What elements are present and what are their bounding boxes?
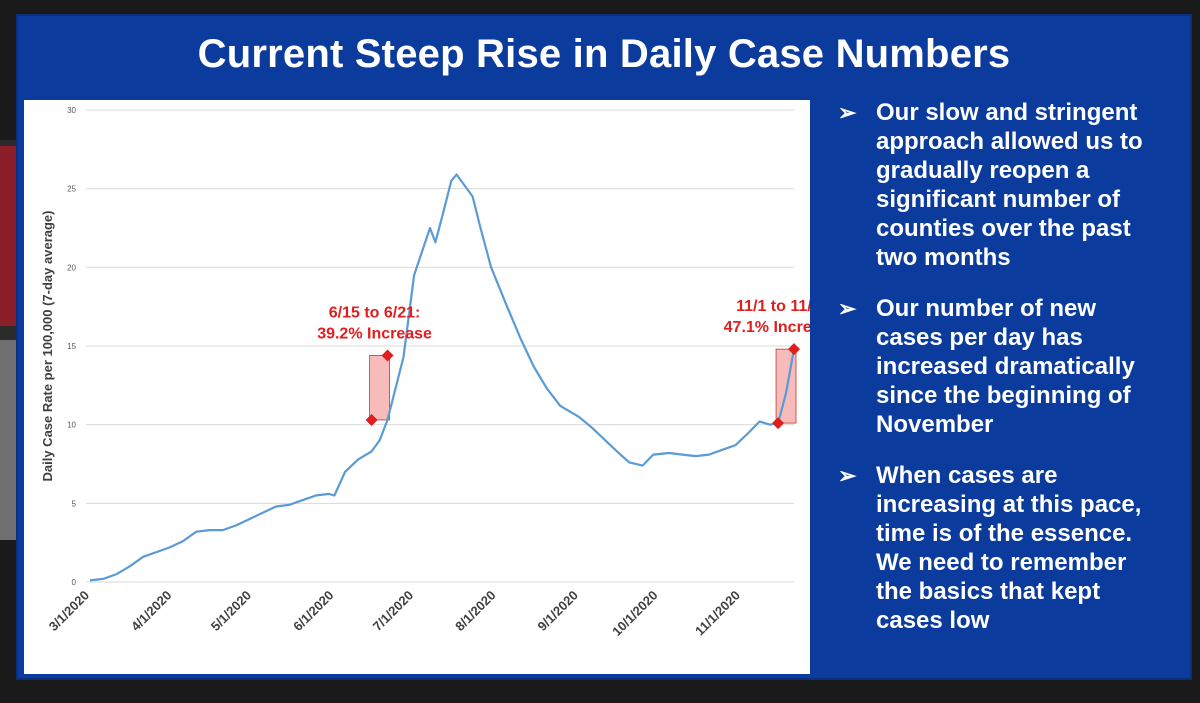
bullet-item: ➢ Our number of new cases per day has incre… bbox=[836, 294, 1186, 439]
bullet-text-line: cases low bbox=[876, 607, 990, 634]
x-tick-label: 8/1/2020 bbox=[452, 588, 498, 634]
case-rate-series-line bbox=[89, 173, 796, 582]
bullet-text-line: cases per day has bbox=[876, 324, 1083, 351]
video-thumbnail-top bbox=[0, 146, 16, 326]
bullet-text-line: two months bbox=[876, 244, 1011, 271]
y-tick-label: 5 bbox=[72, 499, 77, 508]
bullet-text-line: significant number of bbox=[876, 186, 1121, 213]
arrow-bullet-icon: ➢ bbox=[838, 296, 857, 321]
increase-highlight-box bbox=[369, 355, 390, 421]
annotation-label: 39.2% Increase bbox=[317, 325, 432, 342]
x-tick-label: 9/1/2020 bbox=[535, 588, 581, 634]
bullet-text-line: approach allowed us to bbox=[876, 128, 1143, 155]
bullet-text-line: counties over the past bbox=[876, 215, 1131, 242]
y-axis-label: Daily Case Rate per 100,000 (7-day avera… bbox=[40, 211, 55, 482]
x-tick-label: 10/1/2020 bbox=[609, 588, 661, 640]
diamond-marker bbox=[788, 343, 800, 356]
arrow-bullet-icon: ➢ bbox=[838, 463, 857, 488]
y-tick-label: 15 bbox=[67, 342, 76, 351]
case-rate-line-chart: 0 5 10 15 20 25 30 Daily Case Rate per 100,000 … bbox=[40, 106, 810, 640]
diamond-marker bbox=[381, 349, 394, 362]
bullet-text-line: the basics that kept bbox=[876, 578, 1101, 605]
x-tick-label: 4/1/2020 bbox=[128, 588, 174, 634]
y-tick-label: 30 bbox=[67, 106, 76, 115]
bullet-text-line: Our number of new bbox=[876, 295, 1097, 322]
chart-panel: 0 5 10 15 20 25 30 Daily Case Rate per 100,000 … bbox=[24, 100, 810, 674]
slide-title: Current Steep Rise in Daily Case Numbers bbox=[197, 32, 1011, 76]
x-tick-label: 7/1/2020 bbox=[370, 588, 416, 634]
bullet-text-line: When cases are bbox=[876, 462, 1058, 489]
diamond-marker bbox=[772, 417, 785, 430]
bullet-text-line: increased dramatically bbox=[876, 353, 1135, 380]
bullet-item: ➢ Our slow and stringent approach allowed … bbox=[836, 98, 1186, 272]
x-tick-label: 5/1/2020 bbox=[208, 588, 254, 634]
y-tick-label: 20 bbox=[67, 263, 76, 272]
bullet-text-line: We need to remember bbox=[876, 549, 1127, 576]
bullet-text-line: since the beginning of bbox=[876, 382, 1131, 409]
video-thumbnail-bottom bbox=[0, 340, 16, 540]
annotation-label: 11/1 to 11/7: bbox=[736, 298, 810, 315]
annotation-label: 47.1% Increase bbox=[724, 319, 810, 336]
y-tick-label: 0 bbox=[72, 578, 77, 587]
participant-video-thumbnail bbox=[0, 140, 16, 540]
x-tick-label: 6/1/2020 bbox=[290, 588, 336, 634]
annotation-label: 6/15 to 6/21: bbox=[329, 304, 421, 321]
x-tick-label: 11/1/2020 bbox=[692, 588, 743, 639]
bullet-text-line: November bbox=[876, 411, 994, 438]
bullet-text-line: time is of the essence. bbox=[876, 520, 1133, 547]
x-tick-label: 3/1/2020 bbox=[46, 588, 92, 634]
y-tick-label: 10 bbox=[67, 421, 76, 430]
bullet-list: ➢ Our slow and stringent approach allowed … bbox=[836, 98, 1186, 657]
diamond-marker bbox=[365, 413, 378, 426]
bullet-item: ➢ When cases are increasing at this pace, t… bbox=[836, 461, 1186, 635]
bullet-text-line: increasing at this pace, bbox=[876, 491, 1142, 518]
bullet-text-line: gradually reopen a bbox=[876, 157, 1090, 184]
bullet-text-line: Our slow and stringent bbox=[876, 99, 1138, 126]
arrow-bullet-icon: ➢ bbox=[838, 100, 857, 125]
presentation-slide: Current Steep Rise in Daily Case Numbers… bbox=[16, 14, 1192, 680]
y-tick-label: 25 bbox=[67, 185, 76, 194]
